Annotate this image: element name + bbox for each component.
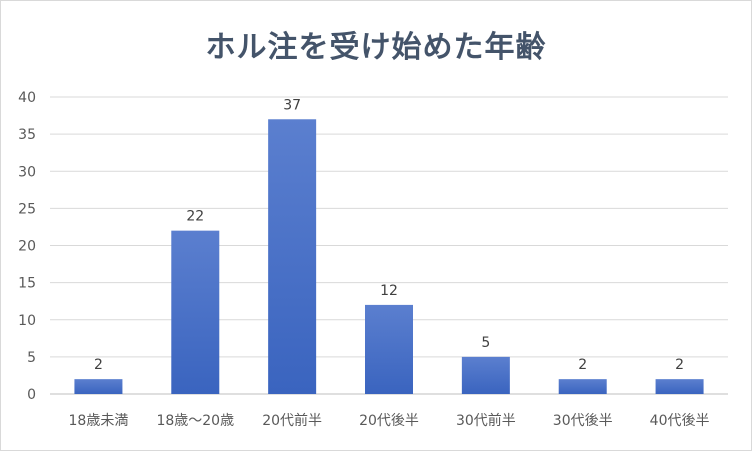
x-category-label: 40代後半 xyxy=(650,413,710,429)
y-tick-label: 30 xyxy=(18,164,36,180)
x-category-label: 30代前半 xyxy=(456,412,516,429)
data-label: 37 xyxy=(283,97,301,113)
y-tick-label: 25 xyxy=(18,201,36,217)
data-label: 2 xyxy=(578,357,587,373)
y-tick-label: 0 xyxy=(27,387,36,403)
chart-title: ホル注を受け始めた年齢 xyxy=(205,30,547,65)
y-axis-ticks: 0 5 10 15 20 25 30 35 40 xyxy=(18,90,36,403)
data-label: 2 xyxy=(94,357,103,373)
data-label: 2 xyxy=(675,357,684,373)
x-axis-categories: 18歳未満 18歳～20歳 20代前半 20代後半 30代前半 30代後半 40代後半 xyxy=(69,412,710,429)
bar xyxy=(655,379,704,394)
y-tick-label: 20 xyxy=(18,239,36,255)
bar xyxy=(74,379,123,394)
bars xyxy=(74,119,704,395)
data-label: 22 xyxy=(186,209,204,225)
y-tick-label: 15 xyxy=(18,276,36,292)
data-label: 12 xyxy=(380,283,398,299)
bar xyxy=(268,119,317,395)
x-category-label: 18歳未満 xyxy=(69,413,129,429)
y-tick-label: 40 xyxy=(18,90,36,106)
y-tick-label: 35 xyxy=(18,127,36,143)
bar xyxy=(365,304,413,394)
bar xyxy=(171,230,220,394)
bar xyxy=(461,356,510,394)
data-label: 5 xyxy=(481,335,490,351)
y-tick-label: 5 xyxy=(27,350,36,366)
x-category-label: 18歳～20歳 xyxy=(156,413,234,429)
x-category-label: 30代後半 xyxy=(553,413,613,429)
bar xyxy=(558,379,607,394)
x-category-label: 20代前半 xyxy=(262,412,322,429)
y-tick-label: 10 xyxy=(18,313,36,329)
x-category-label: 20代後半 xyxy=(359,413,419,429)
